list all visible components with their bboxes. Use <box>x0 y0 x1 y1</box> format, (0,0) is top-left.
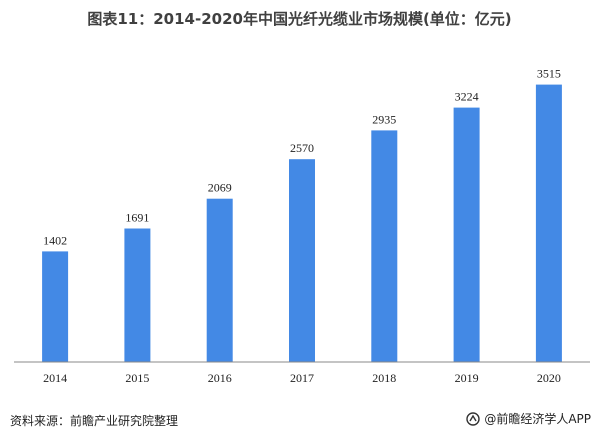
credit: @前瞻经济学人APP <box>466 410 591 427</box>
bar-2019 <box>453 107 480 362</box>
value-label-2020: 3515 <box>537 67 561 81</box>
value-label-2015: 1691 <box>125 211 149 225</box>
bars-group <box>42 84 562 362</box>
value-labels-group: 1402 1691 2069 2570 2935 3224 3515 <box>43 67 561 248</box>
value-label-2018: 2935 <box>372 112 396 126</box>
credit-text: @前瞻经济学人APP <box>484 412 591 426</box>
x-tick-label-2019: 2019 <box>455 371 479 385</box>
bar-2018 <box>371 130 398 362</box>
bar-2020 <box>535 84 562 362</box>
x-tick-label-2014: 2014 <box>43 371 67 385</box>
value-label-2017: 2570 <box>290 141 314 155</box>
bar-2015 <box>124 228 151 362</box>
value-label-2019: 3224 <box>455 90 479 104</box>
qianzhan-logo-icon <box>466 411 481 426</box>
bar-2014 <box>42 251 69 362</box>
x-tick-label-2018: 2018 <box>372 371 396 385</box>
source-note: 资料来源：前瞻产业研究院整理 <box>10 414 179 428</box>
x-tick-label-2015: 2015 <box>125 371 149 385</box>
x-tick-label-2020: 2020 <box>537 371 561 385</box>
value-label-2014: 1402 <box>43 233 67 247</box>
bar-2016 <box>206 198 233 362</box>
x-tick-label-2017: 2017 <box>290 371 314 385</box>
value-label-2016: 2069 <box>208 181 232 195</box>
chart-title: 图表11：2014-2020年中国光纤光缆业市场规模(单位：亿元) <box>87 10 512 28</box>
bar-2017 <box>289 159 315 362</box>
category-labels-group: 2014 2015 2016 2017 2018 2019 2020 <box>43 371 561 385</box>
x-tick-label-2016: 2016 <box>208 371 232 385</box>
